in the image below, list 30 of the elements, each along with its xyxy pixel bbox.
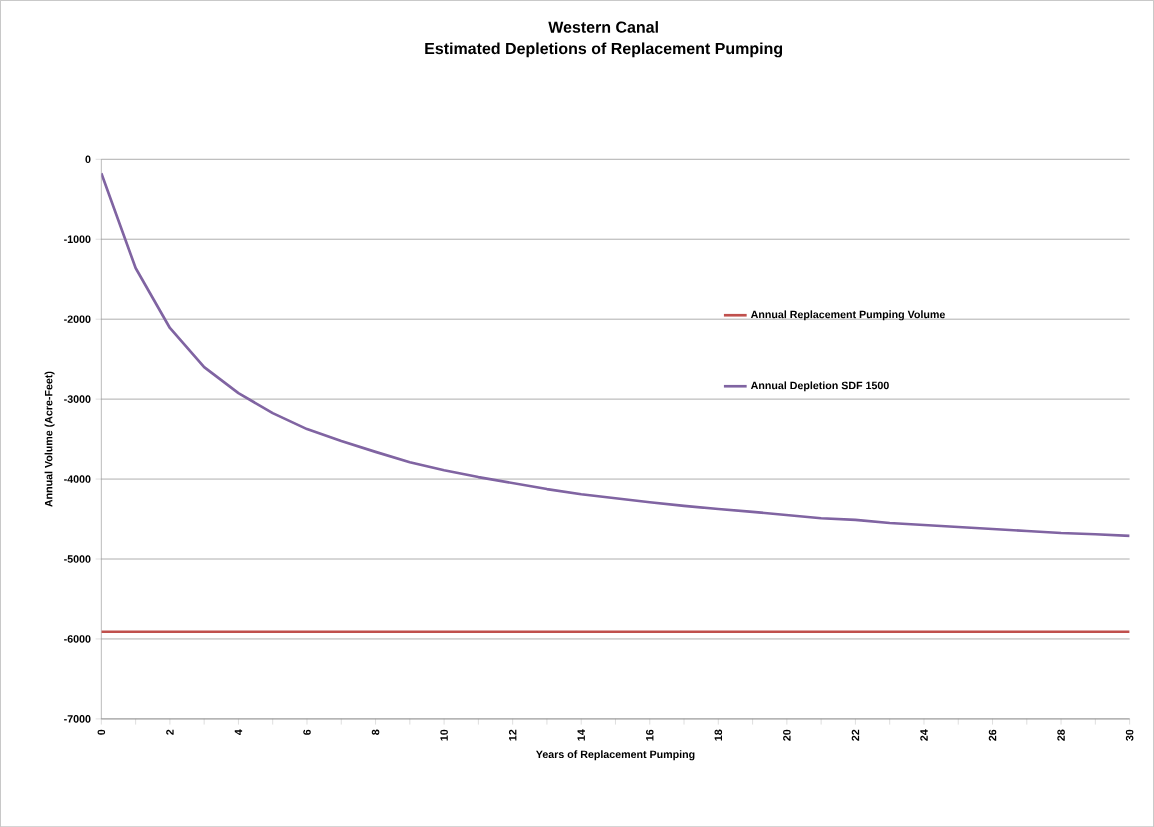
x-tick-label: 22 [851,729,860,741]
x-tick-label: 24 [920,729,928,741]
y-tick-label: -7000 [64,715,91,723]
x-tick-label: 10 [440,729,448,741]
y-tick-label: -1000 [64,235,91,243]
y-tick-label: -2000 [64,315,91,323]
x-tick-label: 2 [166,729,174,735]
x-tick-label: 16 [645,729,654,741]
y-tick-label: -6000 [64,635,91,643]
x-tick-label: 4 [234,729,243,735]
x-tick-label: 18 [714,729,723,741]
chart-title: Western Canal [548,20,658,33]
chart-subtitle: Estimated Depletions of Replacement Pumping [425,42,783,58]
legend-label: Annual Depletion SDF 1500 [750,381,889,392]
x-axis-title: Years of Replacement Pumping [536,750,695,761]
x-tick-label: 26 [988,729,997,741]
y-axis-title: Annual Volume (Acre-Feet) [44,371,55,507]
x-tick-label: 12 [508,729,517,741]
y-tick-label: 0 [85,155,91,163]
x-tick-label: 0 [97,729,106,735]
x-tick-label: 30 [1125,729,1134,741]
y-tick-label: -5000 [64,555,91,563]
legend-label: Annual Replacement Pumping Volume [750,310,945,321]
x-tick-label: 6 [303,729,311,735]
x-tick-label: 20 [783,729,791,741]
x-tick-label: 14 [577,729,585,741]
x-tick-label: 8 [371,729,380,735]
y-tick-label: -3000 [64,395,91,403]
y-tick-label: -4000 [64,475,91,483]
x-tick-label: 28 [1057,729,1065,741]
